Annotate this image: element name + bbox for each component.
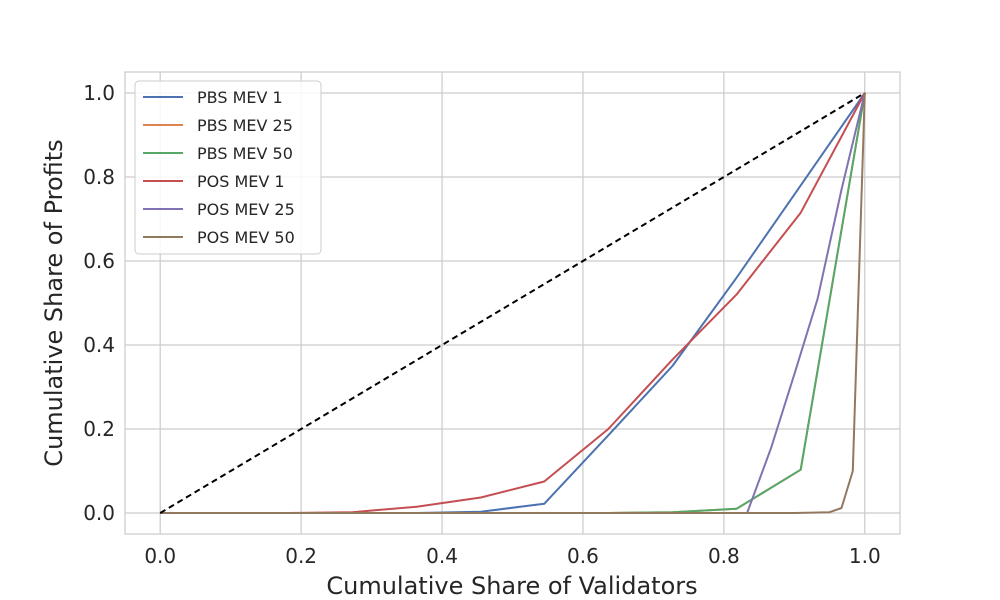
x-tick-label: 0.8 — [708, 544, 740, 568]
x-axis-label: Cumulative Share of Validators — [326, 572, 697, 600]
y-tick-label: 1.0 — [83, 81, 115, 105]
legend-label: PBS MEV 50 — [197, 144, 293, 163]
legend-label: POS MEV 50 — [197, 228, 295, 247]
legend: PBS MEV 1 PBS MEV 25 PBS MEV 50 POS MEV 1 PO… — [134, 80, 322, 255]
x-tick-label: 1.0 — [849, 544, 881, 568]
y-tick-label: 0.0 — [83, 501, 115, 525]
legend-label: PBS MEV 1 — [197, 88, 283, 107]
tick-labels: 0.0 0.2 0.4 0.6 0.8 1.0 0.0 0.2 0.4 0.6 0.8 1.0 — [83, 81, 880, 568]
y-tick-label: 0.6 — [83, 249, 115, 273]
y-tick-label: 0.4 — [83, 333, 115, 357]
series-lines — [159, 92, 866, 514]
y-tick-label: 0.2 — [83, 417, 115, 441]
legend-label: POS MEV 25 — [197, 200, 295, 219]
legend-label: POS MEV 1 — [197, 172, 285, 191]
y-axis-label: Cumulative Share of Profits — [40, 139, 68, 466]
x-tick-label: 0.6 — [567, 544, 599, 568]
legend-label: PBS MEV 25 — [197, 116, 293, 135]
x-tick-label: 0.4 — [426, 544, 458, 568]
y-tick-label: 0.8 — [83, 165, 115, 189]
reference-diagonal — [159, 92, 866, 514]
x-tick-label: 0.2 — [285, 544, 317, 568]
x-tick-label: 0.0 — [144, 544, 176, 568]
plot-frame — [124, 71, 901, 535]
series-line-pos-mev-50 — [160, 92, 866, 514]
